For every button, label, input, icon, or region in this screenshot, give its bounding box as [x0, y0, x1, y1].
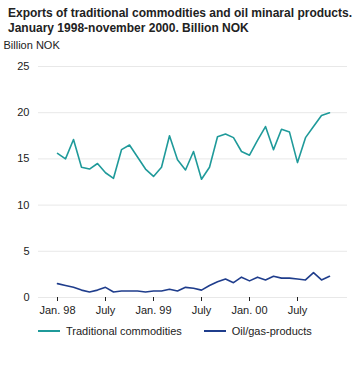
svg-text:July: July: [288, 304, 308, 316]
svg-text:Jan. 99: Jan. 99: [135, 304, 171, 316]
svg-text:Jan. 00: Jan. 00: [231, 304, 267, 316]
html-text:Oil/gas-products: Oil/gas-products: [231, 325, 312, 337]
svg-text:20: 20: [17, 106, 29, 118]
svg-text:0: 0: [23, 291, 29, 303]
svg-text:July: July: [96, 304, 116, 316]
html-text:Exports of traditional commodi: Exports of traditional commodities and o…: [8, 6, 352, 35]
svg-text:Billion NOK: Billion NOK: [4, 39, 61, 51]
svg-text:15: 15: [17, 152, 29, 164]
svg-text:July: July: [192, 304, 212, 316]
svg-text:25: 25: [17, 60, 29, 72]
svg-text:Jan. 98: Jan. 98: [39, 304, 75, 316]
html-text:Traditional commodities: Traditional commodities: [66, 325, 182, 337]
svg-text:10: 10: [17, 199, 29, 211]
svg-text:5: 5: [23, 245, 29, 257]
